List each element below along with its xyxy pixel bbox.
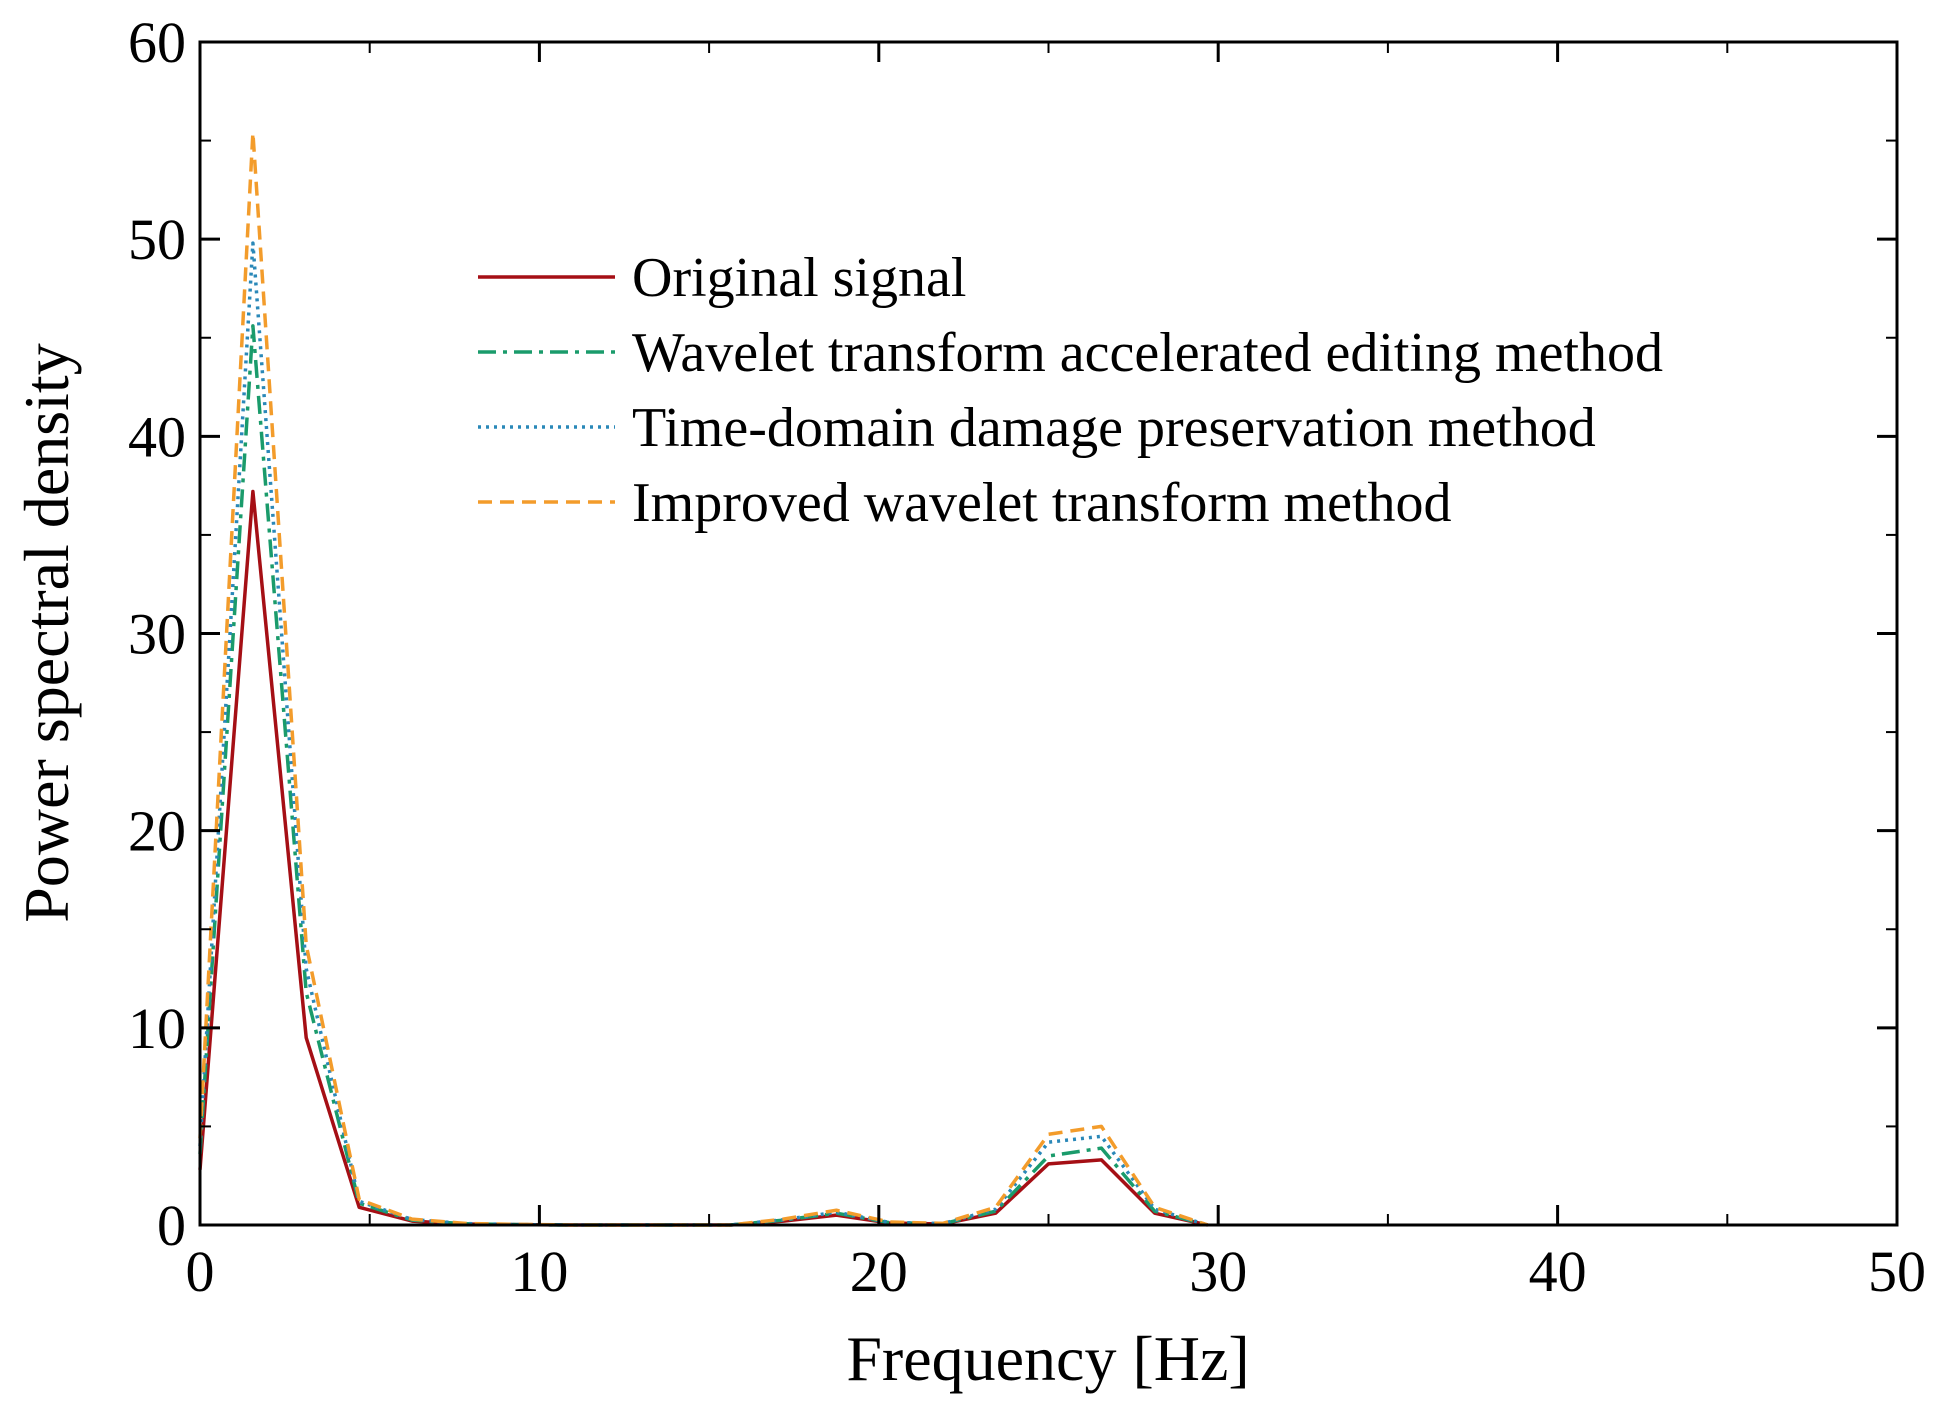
legend-label-4: Improved wavelet transform method [632,472,1452,534]
y-tick-label: 20 [128,799,186,864]
legend: Original signal Wavelet transform acceler… [478,247,1663,534]
x-tick-label: 30 [1189,1239,1247,1304]
x-tick-label: 10 [510,1239,568,1304]
x-tick-label: 0 [186,1239,215,1304]
series-line-1 [198,489,1209,1227]
legend-label-1: Original signal [632,247,966,309]
plot-frame [198,40,1899,1227]
axes-layer: 0 10 20 30 40 50 0 10 20 30 40 50 60 [128,10,1926,1304]
series-line-3 [198,241,1209,1227]
legend-label-2: Wavelet transform accelerated editing me… [632,322,1663,384]
x-tick-label: 50 [1868,1239,1926,1304]
x-axis-title: Frequency [Hz] [846,1323,1249,1394]
series-line-2 [198,324,1209,1227]
x-tick-label: 20 [850,1239,908,1304]
y-tick-label: 30 [128,602,186,667]
y-tick-label: 50 [128,207,186,272]
y-tick-label: 0 [157,1193,186,1258]
y-axis-title: Power spectral density [11,343,82,922]
legend-label-3: Time-domain damage preservation method [632,397,1596,459]
y-tick-label: 60 [128,10,186,75]
y-tick-label: 10 [128,996,186,1061]
x-tick-label: 40 [1529,1239,1587,1304]
y-tick-label: 40 [128,404,186,469]
